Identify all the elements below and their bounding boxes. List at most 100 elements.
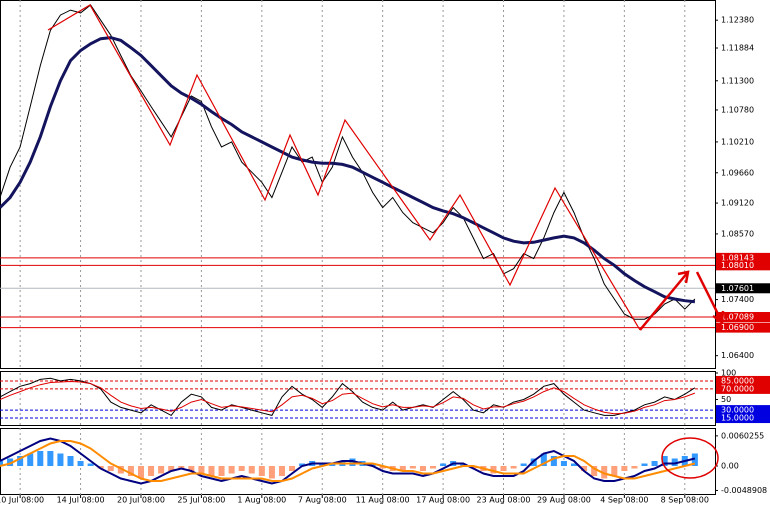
bar [611, 466, 618, 476]
bar [127, 466, 134, 476]
bar [601, 466, 608, 479]
level-label: 15.0000 [721, 414, 754, 423]
y-tick-label: 100 [721, 369, 736, 378]
bar [470, 466, 477, 469]
y-tick-label: 1.08570 [721, 229, 754, 238]
level-box [716, 383, 770, 394]
bar [520, 463, 527, 466]
bar [67, 456, 74, 466]
series-line [0, 440, 696, 482]
bar [158, 466, 165, 474]
x-tick-label: 4 Sep 08:00 [600, 496, 648, 505]
level-label: 30.0000 [721, 406, 754, 415]
bar [319, 463, 326, 466]
bar [540, 453, 547, 466]
x-tick-label: 10 Jul 08:00 [0, 496, 44, 505]
bar [651, 461, 658, 466]
bar [268, 466, 275, 479]
bar [258, 466, 265, 476]
bar [238, 466, 245, 471]
y-tick-label: 1.07400 [721, 295, 754, 304]
level-label: 1.08010 [721, 261, 754, 270]
bar [77, 461, 84, 466]
bar [87, 463, 94, 466]
bar [7, 458, 14, 466]
y-tick-label: 0.0060255 [721, 431, 764, 440]
bar [0, 461, 4, 466]
annotations [47, 4, 725, 479]
bar [17, 456, 24, 466]
y-tick-label: 1.10210 [721, 137, 754, 146]
bar [198, 466, 205, 474]
bar [97, 466, 104, 469]
y-tick-label: 1.12380 [721, 16, 754, 25]
y-tick-label: 1.09120 [721, 199, 754, 208]
bar [208, 466, 215, 476]
x-tick-label: 1 Aug 08:00 [237, 496, 286, 505]
bar [500, 466, 507, 471]
x-tick-label: 20 Jul 08:00 [117, 496, 165, 505]
bar [510, 466, 517, 469]
bar [168, 466, 175, 471]
bar [440, 463, 447, 466]
x-tick-label: 25 Jul 08:00 [177, 496, 225, 505]
series-line [0, 380, 696, 415]
bar [178, 466, 185, 469]
y-tick-label: 1.10780 [721, 105, 754, 114]
x-tick-label: 7 Aug 08:00 [298, 496, 347, 505]
x-tick-label: 8 Sep 08:00 [661, 496, 709, 505]
bar [560, 461, 567, 466]
bar [117, 466, 124, 474]
level-label: 85.0000 [721, 376, 754, 385]
level-label: 1.08143 [721, 253, 754, 262]
level-box [716, 413, 770, 424]
bar [289, 466, 296, 471]
arrow-head [712, 310, 725, 325]
bar [409, 466, 416, 469]
y-tick-label: 1.09660 [721, 168, 754, 177]
bar [27, 453, 34, 466]
y-tick-label: 1.11300 [721, 76, 754, 85]
series-line [0, 437, 696, 485]
bar [37, 451, 44, 466]
bar [57, 453, 64, 466]
bar [550, 456, 557, 466]
level-box [716, 312, 770, 323]
y-tick-label: 1.06400 [721, 351, 754, 360]
bar [631, 466, 638, 469]
bar [570, 463, 578, 466]
bar [228, 466, 235, 474]
bar [148, 466, 155, 476]
bar [299, 463, 306, 466]
bar [188, 466, 195, 471]
bar [349, 458, 356, 466]
oscillator-panel [0, 371, 716, 426]
level-box [716, 260, 770, 271]
bar [47, 451, 54, 466]
arrow-up [639, 271, 689, 331]
y-tick-label: -0.0048908 [721, 486, 767, 495]
bar [661, 456, 668, 466]
bar [218, 466, 225, 476]
arrow-down [695, 271, 724, 323]
bar [430, 466, 437, 469]
level-box [716, 405, 770, 416]
level-box [716, 375, 770, 386]
bar [399, 466, 406, 471]
bar [490, 466, 497, 474]
y-tick-label: 1.11884 [721, 44, 754, 53]
level-label: 70.0000 [721, 384, 754, 393]
level-label: 1.06900 [721, 323, 754, 332]
x-tick-label: 29 Aug 08:00 [537, 496, 591, 505]
x-tick-label: 14 Jul 08:00 [57, 496, 105, 505]
bar [641, 463, 648, 466]
bar [591, 466, 598, 476]
highlight-circle [661, 437, 719, 479]
bar [621, 466, 628, 471]
bar [671, 458, 678, 466]
level-label: 1.07601 [721, 284, 754, 293]
bar [329, 463, 336, 466]
bar [419, 466, 426, 471]
bar [248, 466, 255, 474]
